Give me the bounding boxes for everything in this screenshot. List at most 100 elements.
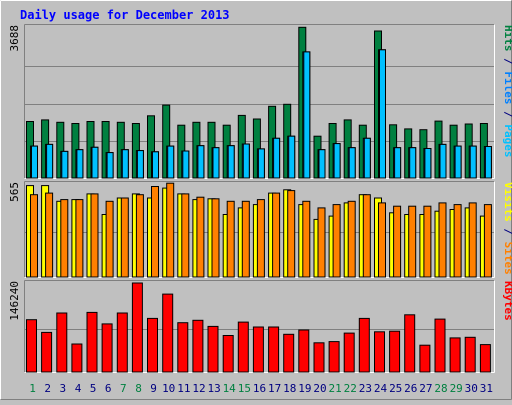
bar-sites [302, 200, 311, 278]
x-tick-label: 27 [419, 382, 432, 395]
x-tick-label: 1 [29, 382, 36, 395]
y-max-label: 146240 [8, 281, 21, 321]
bar-kbytes [86, 311, 98, 373]
bar-kbytes [358, 317, 370, 373]
bar-sites [196, 196, 205, 278]
bar-sites [317, 207, 326, 278]
x-tick-label: 8 [135, 382, 142, 395]
bar-sites [347, 200, 356, 278]
bar-sites [30, 194, 38, 278]
bar-pages [484, 146, 492, 179]
bar-pages [288, 135, 296, 179]
bar-pages [136, 150, 144, 179]
bars [26, 182, 492, 278]
bar-pages [348, 147, 356, 179]
panel-legend: Hits / Files / Pages [502, 25, 512, 158]
legend-item: / [502, 52, 512, 72]
bar-pages [303, 51, 311, 179]
bar-pages [469, 145, 477, 179]
bar-kbytes [177, 322, 189, 373]
bar-sites [60, 199, 69, 278]
bar-kbytes [374, 331, 385, 373]
bar-pages [394, 147, 402, 179]
bar-pages [439, 143, 447, 179]
x-tick-label: 11 [177, 382, 190, 395]
x-tick-label: 2 [44, 382, 51, 395]
x-tick-label: 23 [359, 382, 372, 395]
panel-bottom: 146240 KBytes [8, 280, 512, 373]
bar-pages [46, 143, 54, 179]
bar-sites [256, 199, 265, 278]
bar-sites [332, 204, 341, 278]
bars [26, 282, 491, 373]
x-tick-label: 13 [207, 382, 220, 395]
bar-sites [211, 198, 220, 278]
bar-sites [90, 193, 99, 278]
bar-sites [151, 186, 159, 278]
bar-pages [409, 147, 417, 179]
bar-sites [135, 194, 144, 278]
bar-pages [242, 143, 250, 179]
x-tick-label: 15 [238, 382, 251, 395]
bar-pages [454, 145, 462, 179]
x-tick-label: 12 [192, 382, 205, 395]
bar-sites [105, 200, 114, 278]
bar-pages [212, 147, 220, 179]
bar-pages [61, 150, 69, 179]
panel-legend: Visits / Sites [502, 182, 512, 275]
bar-sites [408, 205, 417, 278]
bar-kbytes [343, 332, 355, 373]
panel-middle: 565 Visits / Sites [8, 181, 512, 278]
legend-item: / [502, 105, 512, 125]
bar-kbytes [268, 326, 280, 373]
bar-kbytes [131, 282, 143, 373]
bar-sites [423, 205, 432, 278]
legend-item: Sites [502, 242, 512, 275]
bar-pages [197, 145, 205, 179]
legend-item: / [502, 222, 512, 242]
bar-sites [45, 192, 54, 278]
bar-kbytes [207, 325, 219, 373]
bar-kbytes [41, 331, 53, 373]
bar-kbytes [116, 312, 128, 373]
chart-title: Daily usage for December 2013 [20, 8, 230, 22]
x-tick-label: 24 [374, 382, 388, 395]
x-axis: 1 2 3 4 5 6 7 8 9 10 11 12 13 14 15 16 17 18 19 20 21 22 23 24 2… [29, 382, 493, 395]
x-tick-label: 21 [328, 382, 341, 395]
x-tick-label: 5 [90, 382, 97, 395]
x-tick-label: 9 [150, 382, 157, 395]
bar-kbytes [101, 323, 113, 373]
bar-pages [31, 145, 38, 179]
panel-top: 3688 Hits / Files / Pages [8, 24, 512, 179]
bar-sites [226, 200, 235, 278]
panel-legend: KBytes [502, 281, 512, 321]
bars [26, 26, 492, 179]
bar-hits [56, 121, 65, 179]
x-tick-label: 14 [223, 382, 237, 395]
bar-kbytes [237, 321, 249, 373]
bar-pages [227, 145, 235, 179]
legend-item: KBytes [502, 281, 512, 321]
bar-sites [362, 194, 371, 278]
bar-kbytes [298, 329, 310, 373]
bar-kbytes [479, 344, 491, 373]
bar-kbytes [283, 333, 295, 373]
bar-kbytes [434, 318, 446, 373]
bar-pages [152, 151, 159, 179]
bar-kbytes [328, 341, 340, 373]
bar-kbytes [404, 314, 416, 373]
y-max-label: 565 [8, 182, 21, 202]
bar-pages [363, 137, 371, 179]
x-tick-label: 26 [404, 382, 417, 395]
legend-item: Pages [502, 124, 512, 157]
x-tick-label: 25 [389, 382, 402, 395]
bar-kbytes [56, 312, 68, 373]
bar-sites [483, 204, 492, 278]
bar-pages [257, 148, 265, 179]
bar-sites [166, 182, 175, 278]
bar-kbytes [71, 343, 83, 373]
bar-pages [424, 148, 432, 179]
x-tick-label: 18 [283, 382, 296, 395]
bar-pages [76, 149, 84, 179]
